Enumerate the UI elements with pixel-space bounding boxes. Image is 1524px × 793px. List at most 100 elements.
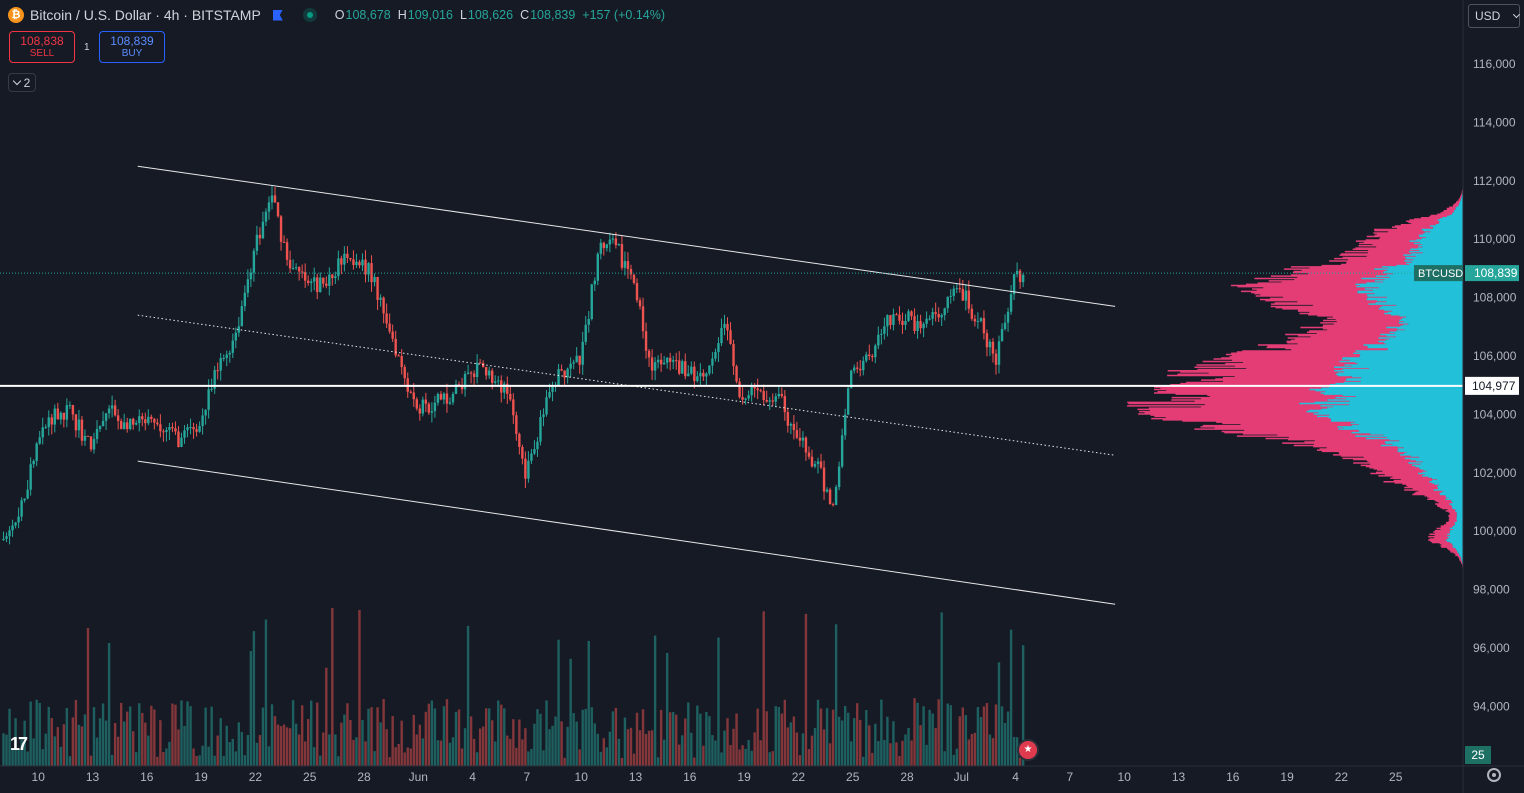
volume-bar (922, 706, 925, 766)
volume-bar (110, 754, 114, 766)
candle (798, 428, 802, 447)
time-tick-label: 10 (32, 770, 46, 784)
candle (515, 411, 518, 441)
volume-bar (319, 755, 322, 766)
chevron-down-icon (1513, 11, 1521, 18)
buy-button[interactable]: 108,839 BUY (99, 31, 165, 63)
candle (931, 307, 934, 326)
sell-button[interactable]: 108,838 SELL (9, 31, 75, 63)
candle (222, 354, 225, 362)
volume-bar (798, 755, 802, 766)
time-tick-label: 28 (900, 770, 914, 784)
volume-bar (379, 722, 382, 766)
volume-bar (783, 699, 787, 766)
candle (768, 397, 771, 410)
candle (765, 390, 768, 403)
volume-bar (95, 737, 99, 766)
volume-bar (611, 711, 615, 766)
volume-bar (481, 726, 485, 766)
candle (252, 248, 256, 282)
bitcoin-icon: ₿ (8, 7, 24, 23)
volume-bar (463, 728, 467, 766)
candle (865, 351, 868, 363)
volume-bar (919, 725, 922, 766)
time-tick-label: Jun (409, 770, 428, 784)
volume-bar (813, 727, 817, 766)
candle (940, 313, 943, 327)
volume-bar (859, 719, 862, 766)
volume-bar (276, 724, 280, 766)
volume-bar (213, 755, 216, 766)
volume-bar (889, 743, 892, 766)
candle (56, 402, 60, 420)
volume-bar (132, 731, 135, 766)
price-tick-label: 114,000 (1473, 115, 1516, 129)
volume-bar (373, 751, 376, 766)
candle (952, 285, 955, 301)
candle (129, 418, 132, 431)
order-quantity[interactable]: 1 (84, 42, 90, 53)
settings-icon[interactable] (1487, 768, 1501, 782)
candle (889, 314, 892, 330)
volume-bar (515, 747, 518, 766)
candle (1000, 323, 1004, 342)
volume-bar (964, 715, 968, 766)
volume-bar (976, 707, 980, 766)
volume-bar (141, 712, 144, 766)
candle (602, 241, 606, 256)
candle (572, 359, 575, 370)
candle (949, 289, 952, 304)
candle (662, 355, 666, 365)
volume-bar (231, 738, 234, 766)
volume-bar (632, 753, 636, 766)
economic-events-icon[interactable]: ★ (1017, 739, 1039, 761)
candle (159, 414, 162, 438)
volume-bar (255, 742, 259, 766)
volume-bar (487, 708, 491, 766)
volume-bar (65, 707, 69, 766)
tradingview-logo[interactable]: 17 (10, 734, 28, 754)
candle (11, 519, 14, 537)
volume-bar (985, 702, 989, 766)
candle (916, 314, 919, 339)
candle (970, 304, 974, 321)
volume-bar (708, 716, 711, 766)
candle (258, 227, 262, 245)
candle (822, 460, 826, 500)
market-status-icon[interactable] (302, 8, 317, 22)
time-tick-label: 19 (737, 770, 751, 784)
indicators-toggle-button[interactable]: 2 (8, 73, 36, 92)
candle (530, 448, 533, 465)
candle (180, 432, 183, 448)
volume-bar (56, 727, 60, 766)
candle (35, 442, 38, 467)
candle (626, 252, 630, 279)
volume-bar (466, 625, 470, 766)
volume-bar (204, 707, 207, 766)
symbol-title[interactable]: Bitcoin / U.S. Dollar · 4h · BITSTAMP (30, 7, 261, 23)
candle (291, 259, 295, 270)
candle (186, 423, 189, 438)
candle (340, 255, 343, 275)
candle (116, 409, 120, 430)
time-tick-label: 25 (846, 770, 860, 784)
flag-icon[interactable] (272, 9, 283, 21)
volume-bar (750, 750, 753, 766)
volume-bar (596, 733, 599, 766)
currency-select[interactable]: USD (1468, 4, 1521, 28)
volume-bar (557, 639, 560, 766)
candle (500, 375, 503, 403)
volume-bar (810, 735, 814, 766)
volume-bar (512, 719, 515, 766)
candle (696, 371, 699, 383)
candle (487, 366, 491, 379)
volume-bar (433, 708, 437, 766)
volume-bar (524, 728, 527, 766)
volume-bar (11, 749, 14, 766)
candle (337, 250, 340, 281)
volume-bar (949, 705, 952, 766)
volume-bar (412, 714, 415, 766)
candle (729, 322, 732, 345)
candle (313, 267, 316, 291)
